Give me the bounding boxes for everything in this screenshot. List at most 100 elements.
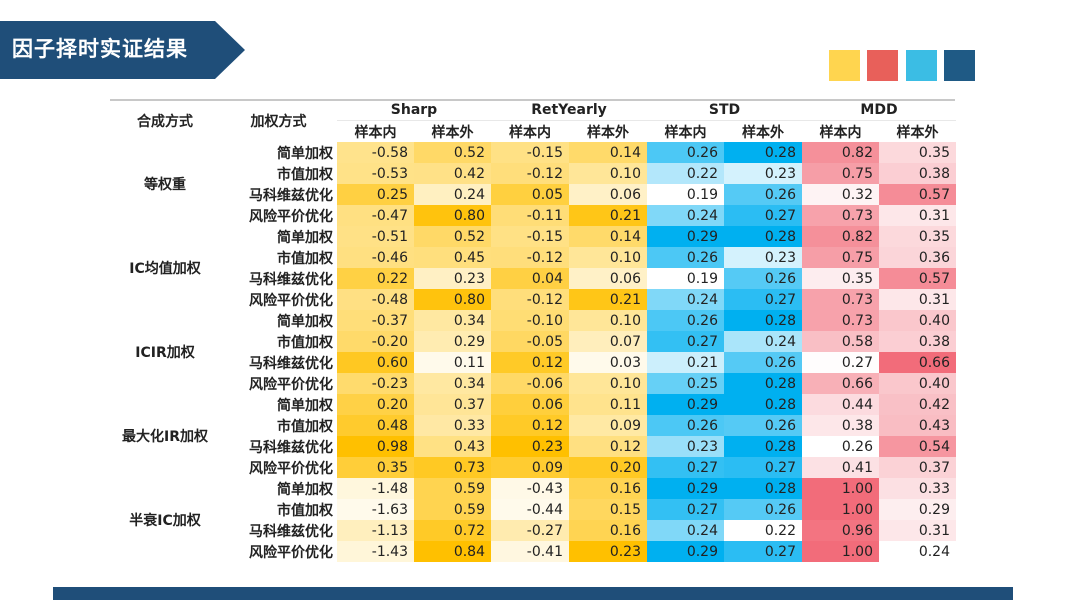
table-row: 最大化IR加权 简单加权 0.20 0.37 0.06 0.11 0.29 0.28 0.44 0… — [110, 394, 956, 445]
value-cell: 0.04 — [491, 268, 569, 289]
value-cell: 0.57 — [879, 184, 956, 205]
weighting-method-cell: 马科维兹优化 — [249, 187, 333, 204]
header-in-sample: 样本内 — [509, 124, 551, 141]
group-label: 最大化IR加权 — [122, 429, 208, 445]
weighting-method-cell: 市值加权 — [277, 166, 333, 183]
weighting-method-cell: 市值加权 — [277, 334, 333, 351]
value-cell: 0.06 — [569, 268, 647, 289]
value-cell: -0.43 — [491, 478, 569, 499]
table-row: 风险平价优化 -0.23 0.34 -0.06 0.10 0.25 0.28 0.66 0.40 — [110, 373, 956, 394]
value-cell: 0.10 — [569, 310, 647, 331]
value-cell: 0.96 — [802, 520, 879, 541]
value-cell: 0.22 — [337, 268, 414, 289]
value-cell: 0.12 — [491, 352, 569, 373]
table-row: 马科维兹优化 0.25 0.24 0.05 0.06 0.19 0.26 0.32 0.57 — [110, 184, 956, 205]
value-cell: 0.28 — [724, 142, 802, 163]
value-cell: 0.27 — [647, 457, 724, 478]
header-out-sample: 样本外 — [431, 124, 474, 141]
value-cell: 0.11 — [569, 394, 647, 415]
value-cell: 0.35 — [879, 142, 956, 163]
value-cell: 0.20 — [569, 457, 647, 478]
value-cell: 1.00 — [802, 499, 879, 520]
value-cell: -1.63 — [337, 499, 414, 520]
weighting-method-cell: 马科维兹优化 — [249, 439, 333, 456]
header-in-sample: 样本内 — [664, 124, 707, 141]
value-cell: -0.12 — [491, 163, 569, 184]
weighting-method-cell: 简单加权 — [277, 397, 333, 414]
value-cell: 0.52 — [414, 142, 491, 163]
header-sharp: Sharp — [337, 99, 491, 121]
value-cell: 0.19 — [647, 268, 724, 289]
value-cell: 0.24 — [879, 541, 956, 562]
weighting-method-cell: 简单加权 — [277, 229, 333, 246]
value-cell: 0.38 — [879, 163, 956, 184]
value-cell: 0.24 — [647, 205, 724, 226]
title-banner: 因子择时实证结果 — [0, 21, 245, 79]
value-cell: 0.54 — [879, 436, 956, 457]
value-cell: -1.48 — [337, 478, 414, 499]
value-cell: 0.82 — [802, 142, 879, 163]
table-row: 风险平价优化 0.35 0.73 0.09 0.20 0.27 0.27 0.41 0.37 — [110, 457, 956, 478]
table-body: 等权重 简单加权 -0.58 0.52 -0.15 0.14 0.26 0.28 0.82 0.3… — [110, 142, 956, 562]
value-cell: 0.22 — [724, 520, 802, 541]
value-cell: 0.43 — [879, 415, 956, 436]
value-cell: 0.31 — [879, 205, 956, 226]
value-cell: 0.31 — [879, 289, 956, 310]
value-cell: -0.41 — [491, 541, 569, 562]
header-row-metrics: 合成方式 加权方式 Sharp RetYearly STD MDD — [110, 99, 956, 130]
table-row: 半衰IC加权 简单加权 -1.48 0.59 -0.43 0.16 0.29 0.28 1.00… — [110, 478, 956, 529]
value-cell: 0.42 — [879, 394, 956, 415]
header-row-samples: 样本内 样本外 样本内 样本外 样本内 样本外 样本内 样本外 — [110, 121, 956, 143]
value-cell: 0.42 — [414, 163, 491, 184]
weighting-method-cell: 风险平价优化 — [249, 460, 333, 477]
value-cell: -0.44 — [491, 499, 569, 520]
value-cell: -1.13 — [337, 520, 414, 541]
value-cell: 0.38 — [879, 331, 956, 352]
value-cell: 0.27 — [647, 499, 724, 520]
value-cell: 0.12 — [491, 415, 569, 436]
value-cell: -0.58 — [337, 142, 414, 163]
value-cell: -0.23 — [337, 373, 414, 394]
table-row: IC均值加权 简单加权 -0.51 0.52 -0.15 0.14 0.29 0.28 0.82… — [110, 226, 956, 277]
weighting-method-cell: 风险平价优化 — [249, 376, 333, 393]
results-table: 合成方式 加权方式 Sharp RetYearly STD MDD 样本内 样本… — [110, 99, 956, 562]
value-cell: 0.28 — [724, 394, 802, 415]
results-table-container: 合成方式 加权方式 Sharp RetYearly STD MDD 样本内 样本… — [110, 99, 956, 562]
value-cell: -0.53 — [337, 163, 414, 184]
value-cell: 0.73 — [802, 205, 879, 226]
header-in-sample: 样本内 — [354, 124, 397, 141]
value-cell: 0.75 — [802, 163, 879, 184]
value-cell: 0.66 — [802, 373, 879, 394]
value-cell: 0.23 — [724, 163, 802, 184]
value-cell: -0.51 — [337, 226, 414, 247]
header-mdd: MDD — [802, 99, 956, 121]
value-cell: 0.23 — [724, 247, 802, 268]
value-cell: 0.11 — [414, 352, 491, 373]
value-cell: -0.15 — [491, 226, 569, 247]
value-cell: 0.29 — [879, 499, 956, 520]
value-cell: 0.84 — [414, 541, 491, 562]
yellow-swatch — [829, 50, 860, 81]
value-cell: -0.10 — [491, 310, 569, 331]
value-cell: 0.27 — [724, 541, 802, 562]
value-cell: 0.66 — [879, 352, 956, 373]
value-cell: -0.06 — [491, 373, 569, 394]
weighting-method-cell: 市值加权 — [277, 502, 333, 519]
value-cell: 0.28 — [724, 226, 802, 247]
value-cell: 0.25 — [337, 184, 414, 205]
weighting-method-cell: 风险平价优化 — [249, 208, 333, 225]
value-cell: 0.34 — [414, 310, 491, 331]
red-swatch — [867, 50, 898, 81]
value-cell: -1.43 — [337, 541, 414, 562]
value-cell: 0.23 — [647, 436, 724, 457]
value-cell: 0.52 — [414, 226, 491, 247]
value-cell: -0.48 — [337, 289, 414, 310]
table-row: 马科维兹优化 0.98 0.43 0.23 0.12 0.23 0.28 0.26 0.54 — [110, 436, 956, 457]
value-cell: 0.33 — [879, 478, 956, 499]
value-cell: 0.07 — [569, 331, 647, 352]
table-row: 市值加权 -0.53 0.42 -0.12 0.10 0.22 0.23 0.75 0.38 — [110, 163, 956, 184]
table-row: 马科维兹优化 0.60 0.11 0.12 0.03 0.21 0.26 0.27 0.66 — [110, 352, 956, 373]
value-cell: 0.25 — [647, 373, 724, 394]
value-cell: 0.26 — [647, 415, 724, 436]
value-cell: 0.27 — [724, 289, 802, 310]
